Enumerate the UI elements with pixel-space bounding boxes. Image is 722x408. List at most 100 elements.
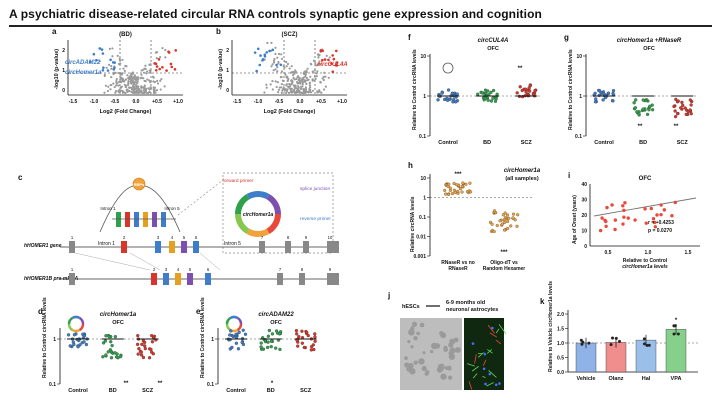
volcano-point <box>159 79 162 82</box>
data-point <box>593 100 598 104</box>
significance-star: ** <box>124 381 129 387</box>
cell-texture <box>408 329 415 336</box>
x-tick-label: -1.0 <box>254 99 263 105</box>
volcano-point <box>286 79 289 83</box>
volcano-point <box>280 57 284 60</box>
volcano-point <box>110 75 113 79</box>
volcano-point <box>281 89 284 92</box>
volcano-point <box>300 78 304 81</box>
volcano-point <box>112 82 115 85</box>
circrna-ring-segment <box>266 194 281 215</box>
volcano-point <box>148 88 151 91</box>
data-point <box>237 330 241 334</box>
neurite <box>477 352 482 355</box>
data-point <box>688 98 692 102</box>
panel-letter: e <box>196 307 201 316</box>
volcano-point <box>146 78 149 81</box>
cell-texture <box>453 337 459 343</box>
data-point <box>480 91 484 95</box>
x-category-label: Control <box>68 388 88 394</box>
data-point <box>243 332 248 336</box>
volcano-point <box>131 79 134 82</box>
volcano-point <box>286 90 289 93</box>
scatter-point <box>651 216 656 221</box>
volcano-point-down <box>88 60 92 64</box>
volcano-point-down <box>109 58 112 62</box>
volcano-point-up <box>165 69 168 72</box>
volcano-point <box>294 69 297 72</box>
neurite <box>474 354 477 364</box>
volcano-point-up <box>335 64 339 67</box>
volcano-point <box>274 46 277 49</box>
data-point <box>680 100 684 105</box>
volcano-point <box>142 89 146 92</box>
data-point <box>597 89 602 93</box>
cell-texture <box>448 350 454 356</box>
data-point <box>452 181 456 186</box>
volcano-point <box>293 78 296 81</box>
volcano-point <box>124 84 128 87</box>
volcano-point-up <box>330 62 333 65</box>
gene-exon <box>193 241 199 253</box>
icon-ring-segment <box>229 315 239 320</box>
volcano-point <box>308 84 312 87</box>
splice-junction-label: splice junction <box>300 186 330 192</box>
volcano-point <box>298 91 301 94</box>
volcano-point <box>124 64 127 68</box>
volcano-point <box>120 89 123 92</box>
x-tick-label: -1.0 <box>90 99 99 105</box>
circrna-ring-segment <box>235 194 250 215</box>
volcano-point-up <box>161 66 164 69</box>
volcano-point <box>301 83 304 86</box>
volcano-point <box>137 87 140 91</box>
data-point <box>270 332 275 336</box>
volcano-point <box>144 64 147 67</box>
panel-letter: j <box>387 291 390 300</box>
volcano-point <box>152 76 155 79</box>
volcano-point <box>112 73 115 76</box>
scatter-point <box>600 216 604 220</box>
data-point <box>109 340 113 344</box>
rbp-arc-right <box>144 185 181 233</box>
volcano-point <box>299 80 302 83</box>
y-tick-label: 1 <box>423 94 426 100</box>
volcano-point <box>121 58 124 62</box>
data-point <box>114 355 119 359</box>
x-category-label: Control <box>594 140 614 146</box>
panel-title: circHomer1a +RNaseR <box>617 38 682 44</box>
volcano-point <box>156 79 159 83</box>
data-point <box>506 226 510 230</box>
y-tick-label: 30 <box>581 198 587 204</box>
volcano-point <box>319 80 322 83</box>
data-point <box>113 334 118 339</box>
data-point <box>581 340 585 344</box>
data-point <box>118 354 123 359</box>
volcano-point <box>325 54 328 57</box>
y-tick-label: 10 <box>576 54 582 60</box>
y-axis-label: Age of Onset (years) <box>572 195 578 244</box>
neurite <box>486 382 494 387</box>
scatter-point <box>623 201 627 205</box>
y-tick-label: 1.5 <box>557 327 564 333</box>
data-point <box>611 91 615 96</box>
volcano-point <box>287 91 291 94</box>
data-point <box>518 85 522 89</box>
volcano-point-down <box>101 68 105 72</box>
data-point <box>294 328 299 333</box>
y-tick-label: 1 <box>579 94 582 100</box>
volcano-point <box>319 62 322 66</box>
volcano-point <box>116 54 119 57</box>
volcano-point <box>155 89 159 92</box>
volcano-point <box>132 91 135 94</box>
y-tick-label: 0.1 <box>49 382 56 388</box>
y-tick-label: 0.1 <box>207 382 214 388</box>
correlation-r: r = +0.4253 <box>648 220 674 226</box>
volcano-point <box>303 89 306 93</box>
neurite <box>472 373 478 379</box>
icon-ring-segment <box>225 323 232 332</box>
volcano-point <box>317 56 320 59</box>
cell-texture <box>448 342 454 348</box>
data-point <box>139 353 144 357</box>
panel-letter: k <box>540 297 545 306</box>
volcano-point <box>313 75 317 78</box>
